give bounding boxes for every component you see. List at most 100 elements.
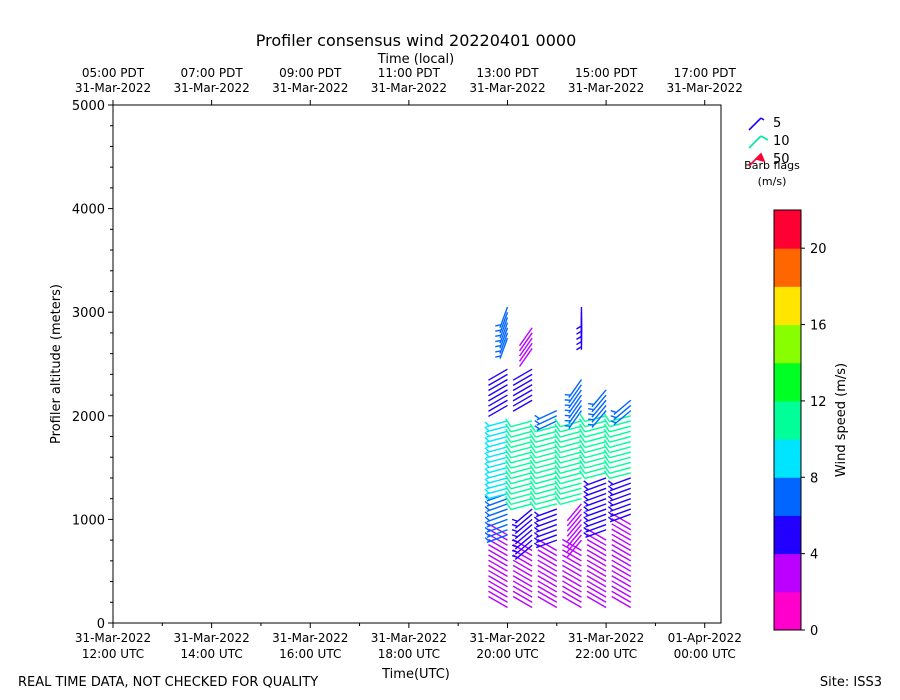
legend-barb-5 [748, 117, 765, 131]
wind-barb [537, 580, 558, 593]
barb-feather [505, 418, 512, 428]
colorbar-segment [774, 515, 801, 555]
wind-barb [484, 523, 508, 533]
barb-staff [488, 595, 508, 609]
barb-staff [486, 441, 508, 449]
legend-barb-staff [748, 135, 762, 149]
wind-barb [495, 327, 509, 349]
wind-barb [533, 508, 558, 518]
barb-staff [537, 590, 558, 603]
wind-barb [488, 544, 508, 557]
top-tick-time: 15:00 PDT [575, 66, 638, 80]
wind-barb [488, 378, 508, 392]
wind-barb [484, 456, 508, 464]
barb-staff [566, 534, 582, 553]
barb-staff [535, 477, 557, 485]
barb-staff [609, 466, 631, 474]
legend-label: 10 [773, 134, 790, 149]
barb-staff [611, 590, 632, 603]
plot-frame [112, 104, 722, 624]
barb-feather [610, 409, 617, 414]
wind-barb [512, 378, 533, 392]
wind-barb [512, 394, 533, 407]
barb-staff [486, 487, 508, 495]
wind-barb [505, 454, 533, 464]
barb-staff [486, 420, 508, 428]
barb-staff [611, 580, 632, 593]
colorbar-segment [774, 324, 801, 364]
wind-barb [607, 508, 632, 518]
barb-staff [535, 451, 557, 459]
x-tick-time: 20:00 UTC [476, 647, 538, 661]
wind-barb [562, 564, 582, 577]
barb-staff [586, 564, 607, 577]
colorbar-tick-label: 20 [810, 242, 827, 257]
wind-barb [488, 394, 508, 407]
barb-staff [584, 441, 607, 449]
wind-barb [495, 332, 509, 354]
wind-barb [511, 534, 533, 550]
barb-feather [484, 436, 490, 442]
barb-staff [585, 518, 607, 528]
barb-staff [585, 498, 607, 507]
x-tick-date: 31-Mar-2022 [173, 631, 249, 645]
wind-barb [562, 580, 582, 593]
barb-feather [607, 506, 614, 511]
wind-barb [534, 415, 558, 426]
barb-feather [603, 470, 611, 479]
barb-staff [585, 508, 607, 518]
barb-feather [610, 420, 617, 424]
barb-staff [609, 472, 631, 480]
wind-barb [518, 342, 533, 362]
wind-barb [611, 585, 632, 598]
wind-barb [607, 503, 632, 513]
barb-staff [584, 466, 607, 474]
colorbar-segment [774, 286, 801, 326]
wind-barb [607, 513, 632, 523]
wind-barb [488, 373, 508, 386]
barb-feather [495, 350, 502, 353]
top-tick-date: 31-Mar-2022 [469, 81, 545, 95]
wind-barb [505, 496, 533, 506]
barb-staff [488, 575, 508, 588]
barb-staff [584, 456, 607, 464]
barb-staff [512, 384, 533, 397]
barb-staff [535, 539, 558, 549]
barb-staff [535, 482, 557, 490]
wind-barb [488, 575, 508, 588]
wind-barb [512, 399, 533, 412]
wind-barb [529, 428, 557, 438]
barb-feather [607, 490, 614, 496]
wind-barb [566, 539, 582, 558]
wind-barb [564, 384, 583, 404]
wind-barb [511, 529, 533, 545]
barb-staff [537, 595, 558, 609]
wind-barb [579, 439, 607, 449]
wind-barb [512, 384, 533, 397]
barb-feather [484, 473, 490, 479]
wind-barb [505, 449, 533, 459]
wind-barb [537, 590, 558, 603]
barb-staff [535, 498, 557, 506]
barb-staff [611, 544, 632, 557]
top-tick-time: 07:00 PDT [181, 66, 244, 80]
wind-barb [586, 564, 607, 577]
x-tick-date: 31-Mar-2022 [568, 631, 644, 645]
barb-staff [488, 569, 508, 583]
barb-feather [607, 500, 614, 506]
barb-feather [511, 534, 518, 538]
barb-staff [609, 420, 631, 428]
barb-feather [583, 480, 589, 486]
barb-staff [566, 508, 582, 527]
barb-staff [499, 327, 509, 349]
barb-staff [512, 575, 533, 588]
wind-barb [484, 498, 508, 507]
wind-barb [512, 585, 533, 598]
colorbar-segment [774, 210, 801, 249]
barb-staff [560, 430, 582, 438]
barb-staff [560, 498, 582, 506]
barb-staff [486, 425, 508, 433]
barb-staff [586, 559, 607, 572]
wind-barb [537, 585, 558, 598]
wind-barb [529, 464, 557, 474]
